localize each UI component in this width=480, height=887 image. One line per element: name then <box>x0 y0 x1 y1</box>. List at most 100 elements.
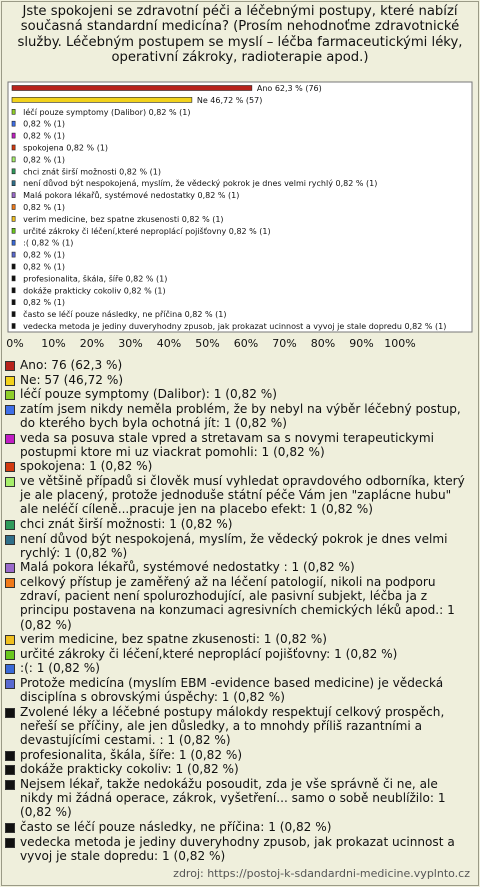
legend-label: vedecka metoda je jediny duveryhodny zpu… <box>20 834 455 863</box>
legend-item: profesionalita, škála, šíře: 1 (0,82 %) <box>5 748 473 762</box>
x-tick-label: 40% <box>157 337 181 350</box>
value-label: často se léčí pouze následky, ne příčina… <box>23 309 226 319</box>
legend-label: veda sa posuva stale vpred a stretavam s… <box>20 430 434 459</box>
legend-item: vedecka metoda je jediny duveryhodny zpu… <box>5 835 473 863</box>
legend-swatch <box>5 361 15 371</box>
value-label: léčí pouze symptomy (Dalibor) 0,82 % (1) <box>23 107 190 117</box>
legend-item: Ne: 57 (46,72 %) <box>5 373 473 387</box>
x-tick-label: 80% <box>311 337 335 350</box>
legend-item: celkový přístup je zaměřený až na léčení… <box>5 575 473 632</box>
legend-item: často se léčí pouze následky, ne příčina… <box>5 820 473 834</box>
value-label: dokáže prakticky cokoliv 0,82 % (1) <box>23 286 165 295</box>
legend-swatch <box>5 375 15 386</box>
legend-label: Nejsem lékař, takže nedokážu posoudit, z… <box>20 776 446 820</box>
legend-swatch <box>5 664 15 675</box>
legend-swatch <box>5 519 15 530</box>
bar <box>11 204 16 210</box>
bar <box>11 132 16 139</box>
legend-swatch <box>5 707 15 718</box>
legend-item: určité zákroky či léčení,které neproplác… <box>5 647 473 661</box>
legend-label: léčí pouze symptomy (Dalibor): 1 (0,82 %… <box>20 387 277 402</box>
legend-item: ve většině případů si člověk musí vyhled… <box>5 474 473 517</box>
value-label: spokojena 0,82 % (1) <box>23 144 108 153</box>
value-label: Malá pokora lékařů, systémové nedostatky… <box>23 190 239 200</box>
bar <box>11 108 16 115</box>
legend-item: Ano: 76 (62,3 %) <box>5 358 473 372</box>
x-tick-label: 50% <box>195 337 219 350</box>
legend-label: Malá pokora lékařů, systémové nedostatky… <box>20 560 355 575</box>
legend-item: není důvod být nespokojená, myslím, že v… <box>5 532 473 560</box>
value-label: 0,82 % (1) <box>23 120 65 129</box>
value-label: Ano 62,3 % (76) <box>257 84 322 93</box>
value-label: určité zákroky či léčení,které neproplác… <box>23 226 270 236</box>
legend-label: chci znát širší možnosti: 1 (0,82 %) <box>20 516 233 531</box>
x-tick-label: 70% <box>272 337 296 350</box>
legend-label: Zvolené léky a léčebné postupy málokdy r… <box>20 704 445 748</box>
legend-swatch <box>5 635 15 646</box>
legend-swatch <box>5 779 15 790</box>
value-label: 0,82 % (1) <box>23 298 65 307</box>
bar <box>11 168 16 175</box>
bar <box>11 180 16 186</box>
bar <box>11 323 16 329</box>
legend-label: často se léčí pouze následky, ne příčina… <box>20 819 332 834</box>
legend-item: dokáže prakticky cokoliv: 1 (0,82 %) <box>5 762 473 776</box>
legend-swatch <box>5 765 15 776</box>
legend-label: Protože medicína (myslím EBM -evidence b… <box>20 675 444 705</box>
plot-area <box>7 81 473 333</box>
legend-swatch <box>5 678 15 689</box>
legend-item: :(: 1 (0,82 %) <box>5 661 473 675</box>
legend-swatch <box>5 534 15 545</box>
legend-label: profesionalita, škála, šíře: 1 (0,82 %) <box>20 747 243 762</box>
bar <box>11 97 193 103</box>
legend-item: verim medicine, bez spatne zkusenosti: 1… <box>5 632 473 646</box>
legend-swatch <box>5 837 15 848</box>
legend-swatch <box>5 462 15 473</box>
bar <box>11 228 16 234</box>
x-tick-label: 90% <box>349 337 373 350</box>
bar <box>11 156 16 163</box>
legend-swatch <box>5 563 15 574</box>
bar <box>11 263 16 270</box>
legend-swatch <box>5 649 15 660</box>
x-tick-label: 10% <box>41 337 65 350</box>
legend-item: spokojena: 1 (0,82 %) <box>5 459 473 473</box>
legend-item: zatím jsem nikdy neměla problém, že by n… <box>5 402 473 430</box>
x-tick-label: 0% <box>6 337 23 350</box>
legend-item: Nejsem lékař, takže nedokážu posoudit, z… <box>5 777 473 820</box>
value-label: 0,82 % (1) <box>23 155 65 164</box>
legend-label: celkový přístup je zaměřený až na léčení… <box>20 574 455 632</box>
legend-item: léčí pouze symptomy (Dalibor): 1 (0,82 %… <box>5 387 473 401</box>
value-label: :( 0,82 % (1) <box>23 239 73 248</box>
x-tick-label: 30% <box>118 337 142 350</box>
legend-swatch <box>5 750 15 761</box>
legend-item: Protože medicína (myslím EBM -evidence b… <box>5 676 473 704</box>
legend-label: Ne: 57 (46,72 %) <box>20 372 124 387</box>
legend-label: ve většině případů si člověk musí vyhled… <box>20 473 465 517</box>
legend-swatch <box>5 577 15 588</box>
legend-swatch <box>5 476 15 487</box>
bar <box>11 299 16 305</box>
legend-swatch <box>5 822 15 833</box>
value-label: vedecka metoda je jediny duveryhodny zpu… <box>23 322 446 331</box>
bar <box>11 239 16 246</box>
bar <box>11 216 16 222</box>
bar <box>11 287 16 294</box>
bar <box>11 192 16 198</box>
legend-label: určité zákroky či léčení,které neproplác… <box>20 646 398 661</box>
chart-title: Jste spokojeni se zdravotní péči a léčeb… <box>17 4 463 66</box>
legend: Ano: 76 (62,3 %) Ne: 57 (46,72 %) léčí pou… <box>5 358 473 863</box>
value-label: není důvod být nespokojená, myslím, že v… <box>23 178 377 188</box>
value-label: profesionalita, škála, šíře 0,82 % (1) <box>23 273 167 283</box>
legend-swatch <box>5 404 15 415</box>
chart: 0% 10% 20% 30% 40% 50% 60% 70% 80% 90% 100% Ano 62,… <box>6 81 473 350</box>
bar <box>11 85 253 91</box>
bar <box>11 275 16 282</box>
legend-item: veda sa posuva stale vpred a stretavam s… <box>5 431 473 459</box>
legend-swatch <box>5 433 15 444</box>
legend-swatch <box>5 390 15 401</box>
x-tick-label: 60% <box>234 337 258 350</box>
legend-label: verim medicine, bez spatne zkusenosti: 1… <box>20 632 328 647</box>
legend-label: zatím jsem nikdy neměla problém, že by n… <box>20 401 461 430</box>
